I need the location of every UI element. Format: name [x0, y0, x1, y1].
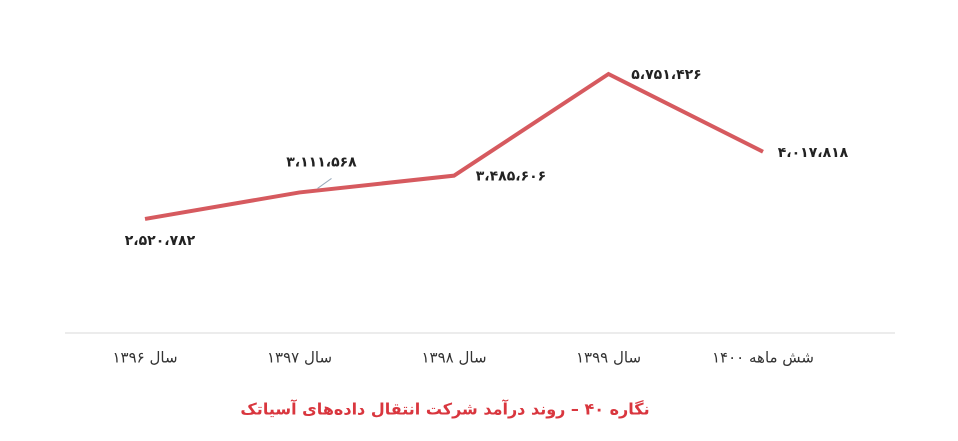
data-label: ۳،۴۸۵،۶۰۶ [476, 169, 546, 185]
x-tick-label: سال ۱۳۹۶ [112, 349, 177, 367]
chart-title: نگاره ۴۰ – روند درآمد شرکت انتقال داده‌ه… [240, 399, 649, 419]
data-label: ۴،۰۱۷،۸۱۸ [778, 145, 849, 161]
x-tick-label: سال ۱۳۹۸ [421, 349, 486, 367]
line [144, 71, 764, 221]
x-tick-label: شش ماهه ۱۴۰۰ [712, 349, 814, 367]
data-label: ۵،۷۵۱،۴۲۶ [631, 67, 701, 83]
data-label: ۳،۱۱۱،۵۶۸ [286, 154, 357, 170]
leader-line [317, 178, 332, 189]
x-tick-label: سال ۱۳۹۷ [267, 349, 332, 367]
x-tick-label: سال ۱۳۹۹ [576, 349, 641, 367]
data-label: ۲،۵۲۰،۷۸۲ [125, 233, 196, 249]
